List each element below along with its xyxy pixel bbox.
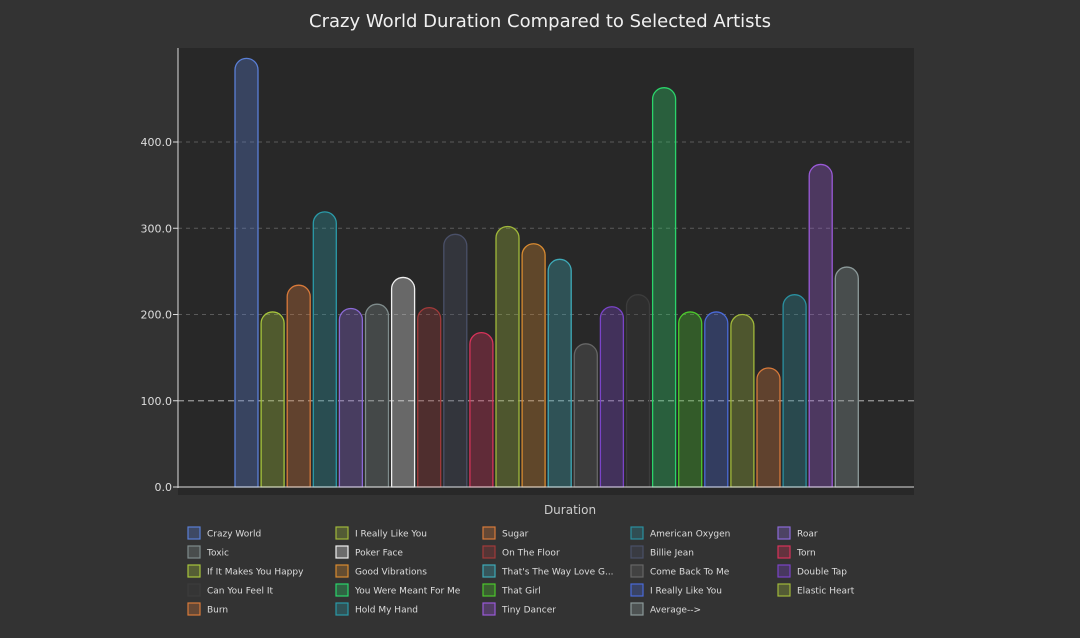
- legend-label: On The Floor: [502, 549, 560, 559]
- bar[interactable]: [704, 311, 729, 488]
- bar[interactable]: [808, 163, 833, 488]
- legend-label: That's The Way Love G...: [501, 568, 614, 578]
- legend-swatch: [187, 564, 201, 578]
- bar[interactable]: [573, 343, 598, 488]
- gridlines: [178, 141, 914, 402]
- legend-swatch: [187, 545, 201, 559]
- legend-swatch: [482, 545, 496, 559]
- bar[interactable]: [234, 57, 259, 488]
- legend-label: Elastic Heart: [797, 587, 855, 597]
- legend-swatch: [630, 545, 644, 559]
- legend-label: Tiny Dancer: [501, 606, 556, 616]
- legend-swatch: [777, 545, 791, 559]
- legend-label: Come Back To Me: [650, 568, 730, 578]
- bar[interactable]: [260, 311, 285, 488]
- bar[interactable]: [469, 332, 494, 488]
- legend-label: I Really Like You: [650, 587, 722, 597]
- legend-label: If It Makes You Happy: [207, 568, 304, 578]
- legend-label: Poker Face: [355, 549, 403, 559]
- legend-swatch: [335, 545, 349, 559]
- bar[interactable]: [338, 307, 364, 488]
- y-tick-label: 0.0: [155, 481, 173, 494]
- bar[interactable]: [521, 243, 546, 488]
- legend-label: Torn: [796, 549, 816, 559]
- bar[interactable]: [443, 233, 468, 488]
- legend-label: Hold My Hand: [355, 606, 418, 616]
- legend-swatch: [335, 602, 349, 616]
- y-tick-label: 200.0: [141, 309, 173, 322]
- legend-label: I Really Like You: [355, 530, 427, 540]
- legend-label: Billie Jean: [650, 549, 694, 559]
- y-tick-label: 300.0: [141, 222, 173, 235]
- bar[interactable]: [364, 303, 390, 488]
- bar[interactable]: [782, 294, 807, 488]
- bar[interactable]: [756, 367, 781, 488]
- bar[interactable]: [834, 266, 859, 488]
- bar[interactable]: [678, 311, 703, 488]
- bar[interactable]: [495, 225, 520, 488]
- y-ticks: 0.0 100.0 200.0 300.0 400.0: [141, 136, 178, 494]
- legend-swatch: [777, 526, 791, 540]
- legend-swatch: [482, 526, 496, 540]
- bar[interactable]: [625, 294, 651, 488]
- legend-swatch: [777, 583, 791, 597]
- legend-swatch: [335, 583, 349, 597]
- legend-swatch: [630, 526, 644, 540]
- legend-label: Roar: [797, 530, 818, 540]
- y-tick-label: 100.0: [141, 395, 173, 408]
- x-axis-label: Duration: [544, 503, 596, 517]
- bar[interactable]: [651, 87, 677, 488]
- legend-label: Toxic: [206, 549, 229, 559]
- bars: [234, 57, 859, 488]
- plot-area: [178, 48, 914, 495]
- legend-swatch: [630, 602, 644, 616]
- legend-label: Can You Feel It: [207, 587, 274, 597]
- bar[interactable]: [730, 313, 755, 488]
- legend-swatch: [482, 602, 496, 616]
- bar[interactable]: [312, 211, 337, 488]
- legend-swatch: [335, 564, 349, 578]
- y-tick-label: 400.0: [141, 136, 173, 149]
- legend-swatch: [630, 583, 644, 597]
- legend-swatch: [777, 564, 791, 578]
- legend-swatch: [187, 602, 201, 616]
- legend-label: Good Vibrations: [355, 568, 427, 578]
- bar[interactable]: [390, 276, 416, 488]
- legend-swatch: [187, 583, 201, 597]
- legend-swatch: [335, 526, 349, 540]
- legend-swatch: [482, 564, 496, 578]
- legend-label: You Were Meant For Me: [354, 587, 461, 597]
- legend-label: American Oxygen: [650, 530, 730, 540]
- legend-swatch: [187, 526, 201, 540]
- chart-title: Crazy World Duration Compared to Selecte…: [309, 11, 771, 32]
- legend-label: Burn: [207, 606, 228, 616]
- bar[interactable]: [599, 306, 625, 488]
- legend-swatch: [482, 583, 496, 597]
- legend-label: Double Tap: [797, 568, 847, 578]
- bar[interactable]: [286, 284, 311, 488]
- legend-label: Crazy World: [207, 530, 261, 540]
- legend: Crazy World I Really Like You Sugar America…: [187, 526, 855, 616]
- legend-swatch: [630, 564, 644, 578]
- bar[interactable]: [417, 307, 442, 488]
- legend-label: Sugar: [502, 530, 529, 540]
- bar[interactable]: [547, 258, 572, 488]
- legend-label: That Girl: [501, 587, 541, 597]
- legend-label: Average-->: [650, 606, 701, 616]
